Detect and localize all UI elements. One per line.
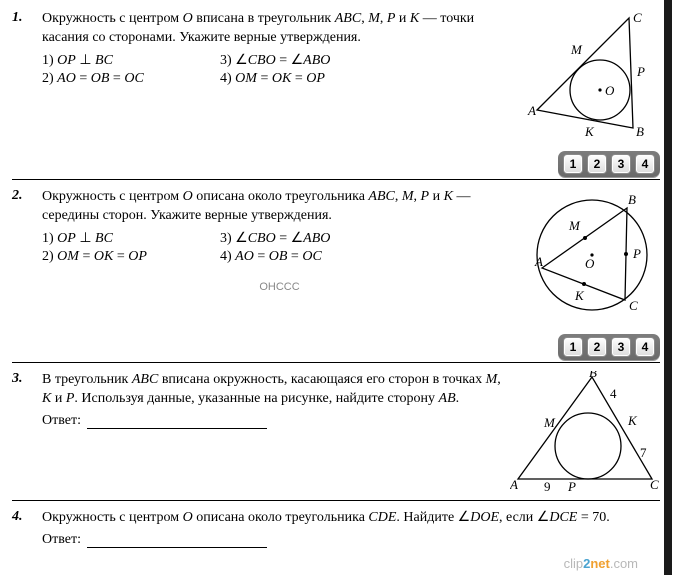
option: 3) ∠CBO = ∠ABO [220, 52, 420, 69]
svg-text:P: P [632, 246, 641, 261]
answer-button[interactable]: 4 [635, 154, 655, 174]
svg-text:P: P [567, 479, 576, 491]
problem-options: 1) OP ⊥ BC 3) ∠CBO = ∠ABO 2) OM = OK = O… [42, 230, 517, 265]
answer-blank[interactable] [87, 534, 267, 548]
answer-button[interactable]: 4 [635, 337, 655, 357]
answer-button[interactable]: 3 [611, 154, 631, 174]
answer-button[interactable]: 3 [611, 337, 631, 357]
triangle-inscribed-circle-diagram: O A B C M P K [525, 10, 660, 140]
svg-text:A: A [527, 103, 536, 118]
problem-statement: Окружность с центром O описана около тре… [42, 509, 660, 528]
svg-text:B: B [589, 371, 597, 380]
problem-3: 3. В треугольник ABC вписана окружность,… [12, 371, 660, 496]
svg-text:A: A [510, 477, 518, 491]
option: 4) AO = OB = OC [220, 249, 420, 265]
svg-text:K: K [574, 288, 585, 303]
problem-number: 3. [12, 371, 42, 387]
svg-text:C: C [650, 477, 659, 491]
svg-text:K: K [627, 413, 638, 428]
answer-label: Ответ: [42, 532, 81, 548]
svg-text:C: C [629, 298, 638, 313]
answer-button-bar: 1 2 3 4 [12, 334, 660, 360]
figure-2: A B C M P K O [525, 188, 660, 328]
answer-button[interactable]: 2 [587, 337, 607, 357]
option: 3) ∠CBO = ∠ABO [220, 230, 420, 247]
svg-text:7: 7 [640, 445, 647, 460]
option: 2) AO = OB = OC [42, 71, 212, 87]
svg-text:C: C [633, 10, 642, 25]
problem-number: 4. [12, 509, 42, 525]
svg-text:M: M [570, 42, 583, 57]
answer-label: Ответ: [42, 413, 81, 429]
problem-1: 1. Окружность с центром O вписана в треу… [12, 10, 660, 145]
option: 2) OM = OK = OP [42, 249, 212, 265]
problem-2: 2. Окружность с центром O описана около … [12, 188, 660, 328]
figure-3: A B C M K P 4 7 9 [510, 371, 660, 496]
option: 1) OP ⊥ BC [42, 230, 212, 247]
answer-blank[interactable] [87, 415, 267, 429]
svg-text:B: B [636, 124, 644, 139]
svg-text:O: O [585, 256, 595, 271]
watermark: clip2net.com [564, 556, 638, 571]
triangle-circumscribed-circle-diagram: A B C M P K O [525, 188, 660, 323]
svg-text:M: M [568, 218, 581, 233]
scan-artifact: ОНССС [42, 281, 517, 293]
svg-text:B: B [628, 192, 636, 207]
answer-button[interactable]: 1 [563, 154, 583, 174]
svg-text:M: M [543, 415, 556, 430]
problem-number: 2. [12, 188, 42, 204]
answer-button-bar: 1 2 3 4 [12, 151, 660, 177]
svg-text:4: 4 [610, 386, 617, 401]
svg-text:A: A [534, 254, 543, 269]
svg-text:K: K [584, 124, 595, 139]
divider-2: 1 2 3 4 [12, 334, 660, 363]
problem-options: 1) OP ⊥ BC 3) ∠CBO = ∠ABO 2) AO = OB = O… [42, 52, 517, 87]
svg-text:P: P [636, 64, 645, 79]
problem-statement: Окружность с центром O вписана в треугол… [42, 10, 517, 48]
problem-statement: В треугольник ABC вписана окружность, ка… [42, 371, 502, 409]
answer-button[interactable]: 1 [563, 337, 583, 357]
figure-1: O A B C M P K [525, 10, 660, 145]
svg-text:O: O [605, 83, 615, 98]
problem-number: 1. [12, 10, 42, 26]
problem-statement: Окружность с центром O описана около тре… [42, 188, 517, 226]
option: 4) OM = OK = OP [220, 71, 420, 87]
svg-text:9: 9 [544, 479, 551, 491]
problem-4: 4. Окружность с центром O описана около … [12, 509, 660, 548]
divider-1: 1 2 3 4 [12, 151, 660, 180]
triangle-incircle-measures-diagram: A B C M K P 4 7 9 [510, 371, 660, 491]
option: 1) OP ⊥ BC [42, 52, 212, 69]
answer-button[interactable]: 2 [587, 154, 607, 174]
